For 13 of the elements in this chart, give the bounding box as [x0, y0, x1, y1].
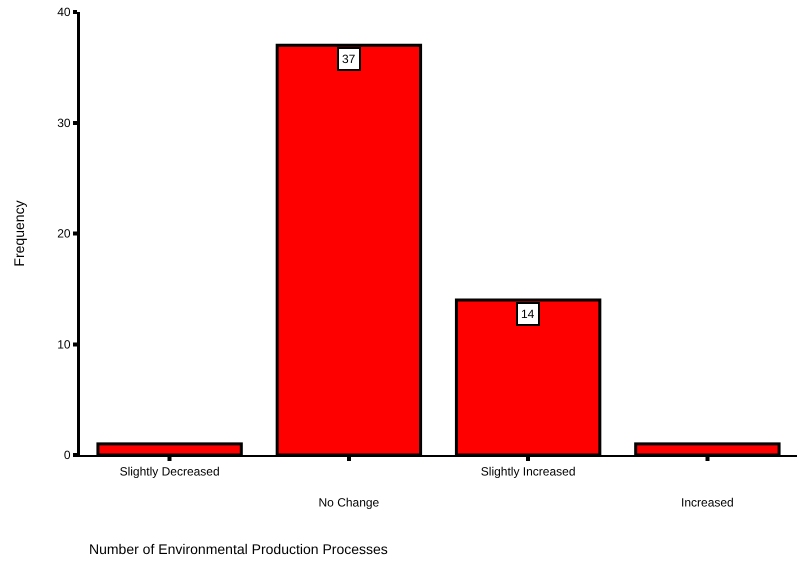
x-tick-label: Increased	[681, 496, 734, 510]
y-tick-label: 10	[57, 337, 71, 352]
y-tick-label: 0	[64, 448, 71, 462]
y-tick-label: 20	[57, 226, 71, 241]
data-label: 14	[521, 307, 535, 321]
x-tick-label: No Change	[318, 496, 380, 510]
x-tick-label: Slightly Decreased	[120, 464, 220, 478]
y-tick-label: 30	[57, 116, 71, 130]
x-tick-label: Slightly Increased	[480, 464, 576, 478]
data-label: 37	[342, 52, 356, 66]
x-axis-title: Number of Environmental Production Processes	[89, 541, 388, 557]
y-axis-title: Frequency	[10, 200, 27, 267]
y-tick-label: 40	[57, 5, 71, 20]
